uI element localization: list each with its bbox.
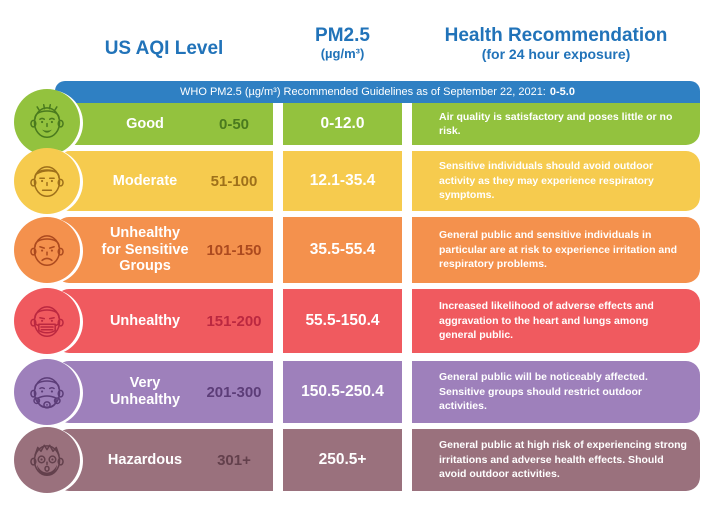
aqi-level-cell: Moderate 51-100 <box>55 151 273 211</box>
table-row-very-unhealthy: Very Unhealthy 201-300 150.5-250.4 Gener… <box>55 361 700 423</box>
pm25-range: 35.5-55.4 <box>309 241 376 258</box>
face-with-gas-mask-icon <box>14 359 80 425</box>
level-name: Very Unhealthy <box>109 375 181 408</box>
who-guideline-text: WHO PM2.5 (µg/m³) Recommended Guidelines… <box>180 86 546 98</box>
aqi-level-cell: Good 0-50 <box>55 103 273 145</box>
shocked-face-icon <box>14 427 80 493</box>
column-header-pm25-units: (µg/m³) <box>320 46 365 61</box>
health-recommendation-text: Air quality is satisfactory and poses li… <box>439 110 673 137</box>
health-recommendation-text: General public at high risk of experienc… <box>439 439 687 481</box>
table-row-unhealthy-sensitive: Unhealthy for Sensitive Groups 101-150 3… <box>55 217 700 283</box>
pm25-range: 250.5+ <box>318 451 367 468</box>
pm25-range: 0-12.0 <box>320 115 365 132</box>
pm25-range: 150.5-250.4 <box>301 383 384 400</box>
aqi-range: 151-200 <box>206 312 262 330</box>
pm25-range: 55.5-150.4 <box>305 312 380 329</box>
column-header-pm25: PM2.5 <box>315 25 370 46</box>
table-row-moderate: Moderate 51-100 12.1-35.4 Sensitive indi… <box>55 151 700 211</box>
level-name: Moderate <box>112 172 178 189</box>
aqi-level-cell: Unhealthy 151-200 <box>55 289 273 353</box>
aqi-level-cell: Hazardous 301+ <box>55 429 273 491</box>
health-cell: General public at high risk of experienc… <box>412 429 700 491</box>
health-recommendation-text: General public will be noticeably affect… <box>439 371 648 413</box>
level-name: Hazardous <box>107 451 183 468</box>
neutral-face-icon <box>14 148 80 214</box>
pm25-range: 12.1-35.4 <box>309 172 376 189</box>
face-with-mask-icon <box>14 288 80 354</box>
pm25-cell: 0-12.0 <box>283 103 402 145</box>
health-recommendation-text: General public and sensitive individuals… <box>439 229 678 271</box>
health-cell: Sensitive individuals should avoid outdo… <box>412 151 700 211</box>
aqi-range: 201-300 <box>206 383 262 401</box>
health-cell: General public and sensitive individuals… <box>412 217 700 283</box>
health-cell: Increased likelihood of adverse effects … <box>412 289 700 353</box>
level-name: Good <box>126 115 164 132</box>
aqi-range: 301+ <box>217 451 251 469</box>
level-name: Unhealthy <box>109 312 181 329</box>
aqi-range: 0-50 <box>218 115 250 133</box>
health-recommendation-text: Increased likelihood of adverse effects … <box>439 300 654 342</box>
table-row-unhealthy: Unhealthy 151-200 55.5-150.4 Increased l… <box>55 289 700 353</box>
health-cell: Air quality is satisfactory and poses li… <box>412 103 700 145</box>
who-guideline-banner: WHO PM2.5 (µg/m³) Recommended Guidelines… <box>55 81 700 103</box>
column-header-health-recommendation: Health Recommendation <box>444 25 668 46</box>
aqi-range: 51-100 <box>210 172 258 190</box>
health-cell: General public will be noticeably affect… <box>412 361 700 423</box>
health-recommendation-text: Sensitive individuals should avoid outdo… <box>439 160 654 202</box>
aqi-level-cell: Unhealthy for Sensitive Groups 101-150 <box>55 217 273 283</box>
pm25-cell: 250.5+ <box>283 429 402 491</box>
table-row-good: Good 0-50 0-12.0 Air quality is satisfac… <box>55 103 700 145</box>
aqi-level-cell: Very Unhealthy 201-300 <box>55 361 273 423</box>
pm25-cell: 150.5-250.4 <box>283 361 402 423</box>
smiling-face-icon <box>14 89 80 155</box>
frowning-face-icon <box>14 217 80 283</box>
level-name: Unhealthy for Sensitive Groups <box>101 224 189 275</box>
column-header-exposure-note: (for 24 hour exposure) <box>481 46 631 62</box>
pm25-cell: 12.1-35.4 <box>283 151 402 211</box>
column-header-us-aqi-level: US AQI Level <box>104 38 224 59</box>
table-row-hazardous: Hazardous 301+ 250.5+ General public at … <box>55 429 700 491</box>
pm25-cell: 55.5-150.4 <box>283 289 402 353</box>
who-guideline-value: 0-5.0 <box>549 86 575 98</box>
pm25-cell: 35.5-55.4 <box>283 217 402 283</box>
aqi-range: 101-150 <box>206 241 262 259</box>
